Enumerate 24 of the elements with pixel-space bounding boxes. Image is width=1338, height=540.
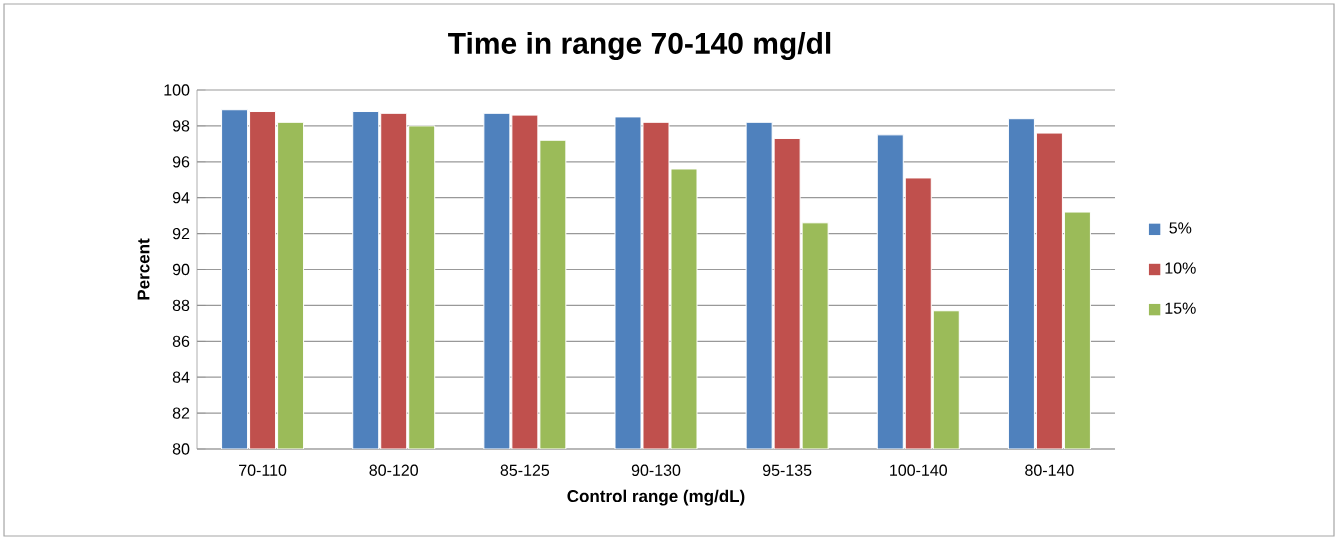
y-tick-label: 80 <box>172 443 190 455</box>
y-tick-label: 90 <box>172 263 190 276</box>
y-axis-title: Percent <box>137 238 150 300</box>
x-tick-label: 70-110 <box>239 464 287 476</box>
y-tick-label: 96 <box>172 156 190 168</box>
x-tick-label: 80-120 <box>369 464 418 476</box>
x-tick-label: 80-140 <box>1025 464 1074 476</box>
y-tick-label: 94 <box>172 192 190 204</box>
x-tick-label: 90-130 <box>631 464 681 476</box>
x-tick-label: 95-135 <box>762 464 812 476</box>
y-tick-label: 86 <box>172 335 190 347</box>
y-tick-label: 88 <box>172 299 190 312</box>
x-tick-label: 100-140 <box>890 464 948 476</box>
legend-label: 10% <box>1165 262 1196 274</box>
y-tick-label: 84 <box>172 371 190 383</box>
x-axis-title: Control range (mg/dL) <box>567 489 745 506</box>
y-tick-label: 92 <box>172 227 190 240</box>
y-tick-label: 98 <box>172 120 190 132</box>
chart-title: Time in range 70-140 mg/dl <box>448 31 831 61</box>
legend-label: 5% <box>1169 222 1192 234</box>
y-tick-label: 100 <box>164 84 190 96</box>
x-tick-label: 85-125 <box>500 464 550 476</box>
y-tick-label: 82 <box>172 407 190 419</box>
legend-label: 15% <box>1165 302 1196 314</box>
